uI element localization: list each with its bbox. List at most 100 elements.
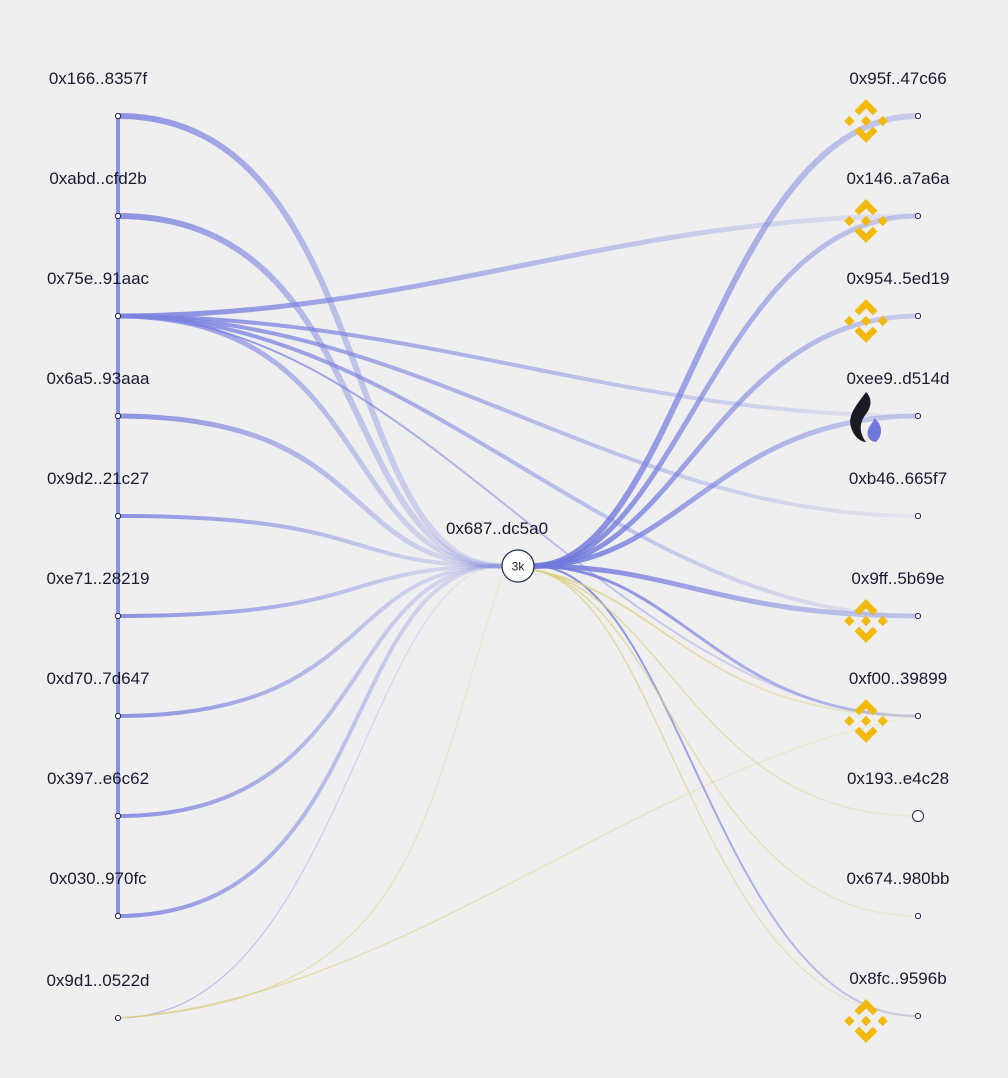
flow-source-to-hub — [116, 564, 504, 718]
target-node-dot[interactable] — [914, 1012, 922, 1020]
target-node[interactable]: 0x674..980bb — [846, 869, 950, 920]
source-node-label: 0x397..e6c62 — [47, 769, 149, 788]
target-node-dot[interactable] — [914, 512, 922, 520]
target-node-label: 0xb46..665f7 — [849, 469, 947, 488]
flow-source-to-hub — [115, 413, 505, 569]
binance-icon — [844, 699, 888, 743]
source-node[interactable]: 0x9d1..0522d — [46, 971, 150, 1022]
flow-yellow-hub-to-target — [533, 569, 919, 817]
flow-hub-to-target — [531, 313, 921, 569]
target-node-label: 0x193..e4c28 — [847, 769, 949, 788]
source-node-label: 0x030..970fc — [49, 869, 147, 888]
target-node-label: 0x9ff..5b69e — [851, 569, 944, 588]
source-node-dot[interactable] — [114, 412, 122, 420]
source-node-dot[interactable] — [114, 112, 122, 120]
flow-direct-source-to-target — [116, 314, 920, 418]
flow-direct-source-to-target — [115, 213, 921, 319]
flow-hub-to-target — [533, 565, 919, 1017]
target-node-dot[interactable] — [914, 112, 922, 120]
source-node[interactable]: 0x75e..91aac — [47, 269, 150, 320]
target-node-label: 0x954..5ed19 — [846, 269, 949, 288]
flow-yellow-hub-to-target — [533, 569, 919, 717]
target-node[interactable]: 0x8fc..9596b — [844, 969, 947, 1043]
source-node-dot[interactable] — [114, 1014, 122, 1022]
flow-yellow-hub-to-target — [533, 569, 919, 1017]
flow-yellow-direct — [117, 715, 919, 1019]
target-node-dot[interactable] — [912, 810, 924, 822]
target-node[interactable]: 0x9ff..5b69e — [844, 569, 945, 643]
hub-label: 0x687..dc5a0 — [446, 519, 548, 538]
flow-yellow-source-to-hub — [117, 575, 503, 1019]
target-node-dot[interactable] — [914, 912, 922, 920]
flow-hub-to-target — [531, 213, 921, 569]
flow-source-to-hub — [115, 213, 505, 569]
flow-source-to-hub — [117, 565, 503, 1019]
target-node-label: 0x674..980bb — [846, 869, 949, 888]
target-node[interactable]: 0x193..e4c28 — [847, 769, 949, 822]
hub-count: 3k — [512, 560, 526, 574]
target-node-dot[interactable] — [914, 712, 922, 720]
target-node[interactable]: 0xee9..d514d — [846, 369, 950, 442]
flows-layer — [115, 113, 921, 1020]
flame-icon — [850, 392, 882, 442]
flow-hub-to-target — [531, 113, 921, 569]
source-node[interactable]: 0x166..8357f — [49, 69, 148, 120]
source-node[interactable]: 0x9d2..21c27 — [47, 469, 149, 520]
binance-icon — [844, 999, 888, 1043]
flow-source-to-hub — [116, 564, 504, 818]
source-node-label: 0xe71..28219 — [46, 569, 149, 588]
flow-source-to-hub — [116, 564, 504, 618]
flow-hub-to-target — [531, 413, 921, 569]
target-node[interactable]: 0x954..5ed19 — [844, 269, 950, 343]
flow-source-to-hub — [115, 113, 505, 569]
flow-source-to-hub — [116, 514, 504, 568]
target-node-label: 0x95f..47c66 — [849, 69, 946, 88]
source-node-dot[interactable] — [114, 912, 122, 920]
flow-hub-to-target — [532, 564, 920, 718]
source-node-dot[interactable] — [114, 512, 122, 520]
target-node-dot[interactable] — [914, 612, 922, 620]
target-node-dot[interactable] — [914, 412, 922, 420]
flow-direct-source-to-target — [116, 314, 920, 618]
flow-hub-to-target — [531, 563, 921, 619]
hub-node[interactable]: 0x687..dc5a0 3k — [446, 519, 548, 583]
flow-direct-source-to-target — [117, 315, 919, 717]
binance-icon — [844, 199, 888, 243]
target-node-label: 0x8fc..9596b — [849, 969, 946, 988]
source-nodes: 0x166..8357f 0xabd..cfd2b 0x75e..91aac 0x6a… — [46, 69, 150, 1022]
source-node[interactable]: 0x6a5..93aaa — [46, 369, 150, 420]
target-node-label: 0xee9..d514d — [846, 369, 949, 388]
target-node-label: 0x146..a7a6a — [846, 169, 950, 188]
binance-icon — [844, 599, 888, 643]
target-node[interactable]: 0x146..a7a6a — [844, 169, 950, 243]
source-node[interactable]: 0xe71..28219 — [46, 569, 150, 620]
target-node-label: 0xf00..39899 — [849, 669, 947, 688]
source-node[interactable]: 0xd70..7d647 — [46, 669, 150, 720]
source-node-dot[interactable] — [114, 312, 122, 320]
target-node[interactable]: 0xf00..39899 — [844, 669, 947, 743]
source-node-dot[interactable] — [114, 712, 122, 720]
source-node[interactable]: 0xabd..cfd2b — [49, 169, 147, 220]
target-nodes: 0x95f..47c66 0x146..a7a6a 0x954..5ed19 0xee… — [844, 69, 950, 1043]
source-node-label: 0xd70..7d647 — [46, 669, 149, 688]
source-node-label: 0x75e..91aac — [47, 269, 150, 288]
flow-yellow-hub-to-target — [533, 569, 919, 917]
flow-source-to-hub — [116, 564, 504, 918]
source-node-label: 0x166..8357f — [49, 69, 148, 88]
source-node-dot[interactable] — [114, 212, 122, 220]
source-node-label: 0x9d1..0522d — [46, 971, 149, 990]
source-node-label: 0x9d2..21c27 — [47, 469, 149, 488]
binance-icon — [844, 299, 888, 343]
target-node-dot[interactable] — [914, 312, 922, 320]
source-node-dot[interactable] — [114, 812, 122, 820]
source-node[interactable]: 0x397..e6c62 — [47, 769, 149, 820]
target-node[interactable]: 0x95f..47c66 — [844, 69, 947, 143]
target-node[interactable]: 0xb46..665f7 — [849, 469, 947, 520]
target-node-dot[interactable] — [914, 212, 922, 220]
source-node[interactable]: 0x030..970fc — [49, 869, 147, 920]
hub-circle[interactable] — [501, 549, 535, 583]
flow-direct-source-to-target — [116, 314, 920, 518]
source-node-label: 0xabd..cfd2b — [49, 169, 146, 188]
source-node-dot[interactable] — [114, 612, 122, 620]
